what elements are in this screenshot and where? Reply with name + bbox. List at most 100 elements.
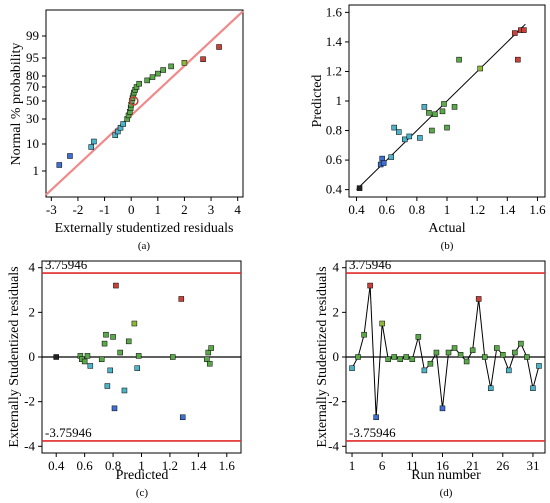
- panel-c-data-point: [135, 353, 142, 359]
- panel-a-ytick-label: 30: [26, 111, 39, 126]
- panel-b-xtick-label: 0.4: [348, 202, 365, 217]
- panel-c-limit-label: -3.75946: [45, 425, 92, 440]
- panel-c-ytick-label: 2: [29, 304, 36, 319]
- panel-d-data-point: [385, 356, 391, 362]
- panel-b-xlabel: Actual: [428, 221, 465, 236]
- panel-d-ylabel: Externally Studentized residuals: [315, 266, 330, 447]
- panel-d-data-point: [397, 356, 404, 362]
- panel-a-xlabel: Externally studentized residuals: [55, 221, 234, 236]
- panel-a-data-point: [149, 74, 156, 80]
- panel-d-data-point: [463, 358, 470, 365]
- panel-c-residuals-vs-predicted: 3.75946 -3.75946 -4 -2 0 2 4 0.4 0.6 0.8 1 1.2 1.4 1.…: [7, 257, 242, 499]
- panel-d-data-point: [518, 340, 524, 347]
- panel-c-ytick-label: 4: [29, 260, 36, 275]
- panel-d-data-point: [494, 345, 500, 351]
- panel-d-data-point: [367, 282, 373, 289]
- panel-d-xtick-label: 11: [406, 458, 419, 473]
- panel-d-xlabel: Run number: [411, 468, 481, 483]
- panel-c-data-point: [101, 340, 108, 347]
- panel-c-data-point: [204, 356, 210, 362]
- panel-a-xtick-label: 3: [208, 202, 215, 217]
- panel-b-data-point: [388, 154, 394, 160]
- panel-b-xtick-label: 1.4: [499, 202, 516, 217]
- panel-d-data-point: [481, 354, 488, 360]
- panel-b-xtick-label: 0.6: [379, 202, 396, 217]
- panel-a-data-point: [88, 144, 95, 150]
- panel-b-data-point: [451, 104, 458, 110]
- panel-d-ytick-label: 2: [333, 304, 340, 319]
- panel-b-xtick-label: 1.2: [469, 202, 485, 217]
- panel-c-data-point: [134, 365, 140, 371]
- panel-c-data-point: [103, 331, 109, 338]
- panel-b-ylabel: Predicted: [310, 75, 325, 128]
- panel-c-xtick-label: 0.6: [77, 458, 94, 473]
- panel-d-data-point: [355, 354, 361, 360]
- panel-d-data-point: [506, 367, 512, 374]
- panel-a-data-point: [56, 162, 63, 168]
- panel-a-ytick-label: 95: [26, 50, 39, 65]
- panel-c-xtick-label: 0.8: [105, 458, 121, 473]
- panel-d-xtick-label: 21: [466, 458, 479, 473]
- panel-b-data-point: [439, 108, 446, 115]
- panel-a-data-point: [120, 121, 126, 127]
- panel-b-data-point: [402, 136, 408, 143]
- panel-d-data-point: [427, 360, 434, 367]
- panel-a-data-point: [181, 60, 188, 66]
- panel-b-xtick-label: 0.8: [409, 202, 425, 217]
- panel-d-data-point: [536, 363, 542, 369]
- panel-b-data-point: [406, 133, 413, 140]
- panel-d-data-point: [391, 354, 397, 360]
- panel-d-xtick-label: 1: [349, 458, 356, 473]
- panel-a-ylabel: Normal % probability: [9, 43, 24, 166]
- panel-b-ytick-label: 1.2: [326, 63, 342, 78]
- panel-d-limit-label: 3.75946: [349, 257, 392, 272]
- panel-a-data-point: [144, 77, 150, 84]
- panel-a-reference-line: [45, 10, 244, 196]
- panel-c-xtick-label: 1: [138, 458, 145, 473]
- panel-c-data-point: [178, 296, 185, 302]
- panel-b-data-point: [417, 135, 423, 141]
- panel-b-data-point: [426, 110, 432, 116]
- panel-d-data-point: [433, 349, 440, 356]
- panel-d-data-point: [512, 349, 518, 356]
- panel-a-ytick-label: 1: [33, 163, 40, 178]
- panel-d-xtick-label: 6: [379, 458, 386, 473]
- panel-d-data-point: [487, 385, 494, 392]
- panel-c-ytick-label: -2: [24, 394, 35, 409]
- panel-a-data-point: [91, 138, 97, 145]
- panel-d-ytick-label: -4: [328, 438, 339, 453]
- panel-c-data-point: [117, 349, 123, 356]
- panel-d-caption: (d): [440, 487, 453, 499]
- panel-c-ylabel: Externally Studentized residuals: [7, 266, 22, 447]
- panel-d-ytick-label: 4: [333, 260, 340, 275]
- panel-c-data-point: [208, 345, 214, 351]
- panel-d-data-point: [361, 331, 367, 338]
- panel-c-data-point: [111, 405, 118, 412]
- panel-a-ytick-label: 10: [26, 136, 39, 151]
- panel-a-highlight-circle: [129, 96, 139, 106]
- panel-c-data-point: [98, 356, 105, 362]
- panel-d-data-point: [475, 296, 482, 302]
- panel-a-xtick-label: -1: [99, 202, 110, 217]
- panel-b-data-point: [521, 27, 527, 33]
- panel-a-xtick-label: -2: [73, 202, 84, 217]
- panel-c-xtick-label: 1.6: [219, 458, 236, 473]
- panel-b-ytick-label: 1: [336, 93, 343, 108]
- panel-a-ytick-label: 70: [26, 79, 39, 94]
- panel-b-data-point: [429, 127, 435, 134]
- panel-d-data-point: [373, 414, 379, 421]
- panel-c-data-point: [107, 367, 113, 374]
- panel-c-caption: (c): [136, 487, 149, 499]
- panel-a-xtick-label: 1: [155, 202, 162, 217]
- panel-a-ytick-label: 50: [26, 93, 39, 108]
- panel-c-data-point: [179, 414, 186, 421]
- panel-d-ytick-label: -2: [328, 394, 339, 409]
- panel-b-data-point: [380, 160, 387, 166]
- panel-c-data-point: [205, 349, 212, 356]
- panel-d-data-point: [349, 365, 355, 371]
- panel-d-xtick-label: 26: [496, 458, 510, 473]
- panel-c-xlabel: Predicted: [116, 468, 169, 483]
